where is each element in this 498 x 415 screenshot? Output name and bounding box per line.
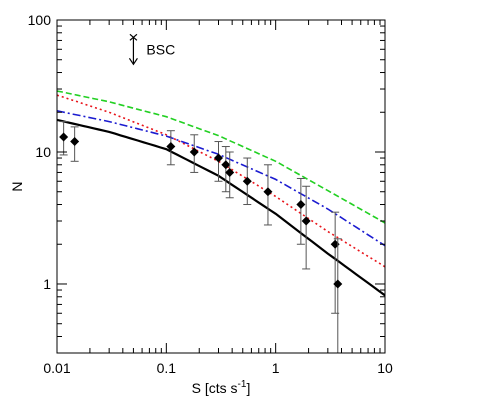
data-point	[221, 160, 231, 170]
x-tick-label: 0.01	[43, 360, 70, 376]
y-axis-label: N	[9, 181, 25, 191]
x-axis-label-sup: -1	[238, 379, 247, 390]
data-point	[242, 176, 252, 186]
data-point	[296, 200, 306, 210]
data-point	[225, 167, 235, 177]
axis-ticks	[56, 19, 386, 354]
curve-solid	[57, 118, 385, 297]
upper-lower-limit-icon	[128, 33, 138, 66]
x-tick-label: 1	[272, 360, 280, 376]
y-tick-label: 100	[28, 12, 52, 28]
x-axis-label-main: S [cts s	[192, 380, 238, 396]
bsc-annotation: BSC	[128, 33, 175, 66]
data-points	[59, 121, 343, 354]
data-point	[333, 279, 343, 289]
y-tick-label: 1	[43, 276, 51, 292]
data-point	[59, 132, 69, 142]
y-tick-labels: 1 10 100	[28, 12, 52, 292]
annotation-label: BSC	[146, 41, 175, 57]
model-curves	[57, 90, 385, 297]
y-tick-label: 10	[35, 144, 51, 160]
plot-frame	[56, 19, 386, 354]
data-point	[330, 239, 340, 249]
x-axis-label: S [cts s-1]	[192, 379, 251, 396]
x-tick-label: 0.1	[157, 360, 177, 376]
curve-dashed	[57, 90, 385, 224]
data-point	[189, 147, 199, 157]
x-tick-label: 10	[377, 360, 393, 376]
data-point	[70, 137, 80, 147]
data-point	[263, 187, 273, 197]
data-point	[166, 142, 176, 152]
data-point	[301, 216, 311, 226]
annotation-arrowhead	[128, 57, 138, 66]
x-tick-labels: 0.01 0.1 1 10	[43, 360, 393, 376]
data-point	[213, 153, 223, 163]
x-axis-label-end: ]	[246, 380, 250, 396]
